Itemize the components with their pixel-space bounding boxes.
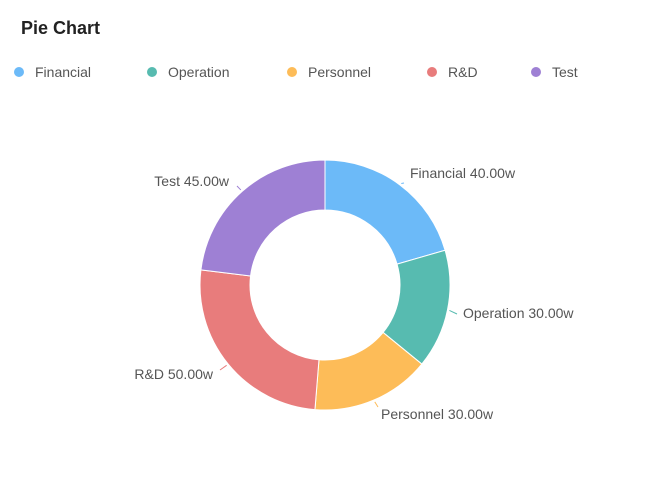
leader-line-operation [449,309,458,315]
legend-marker-rnd [427,67,437,77]
leader-line-test [236,185,242,191]
slice-label-test: Test 45.00w [154,173,230,189]
legend-label-personnel: Personnel [308,64,372,80]
pie-slice-rd[interactable] [199,269,320,411]
legend-item-rnd[interactable]: R&D [427,62,478,82]
slice-label-operation: Operation 30.00w [463,305,574,321]
legend-label-rnd: R&D [448,64,478,80]
legend-label-test: Test [552,64,578,80]
leader-line-personnel [374,401,379,408]
slice-label-rd: R&D 50.00w [134,366,213,382]
legend-item-financial[interactable]: Financial [14,62,91,82]
legend-item-personnel[interactable]: Personnel [287,62,371,82]
legend-marker-personnel [287,67,297,77]
legend-item-test[interactable]: Test [531,62,578,82]
leader-line-rd [219,364,227,371]
chart-title: Pie Chart [21,18,101,38]
legend-marker-financial [14,67,24,77]
legend-item-operation[interactable]: Operation [147,62,229,82]
legend-label-operation: Operation [168,64,230,80]
legend-marker-test [531,67,541,77]
pie-slice-test[interactable] [200,159,326,277]
legend-marker-operation [147,67,157,77]
chart-legend: Financial Operation Personnel R&D Test [14,62,644,82]
slice-label-financial: Financial 40.00w [410,165,516,181]
legend-label-financial: Financial [35,64,92,80]
slice-label-personnel: Personnel 30.00w [381,406,494,422]
